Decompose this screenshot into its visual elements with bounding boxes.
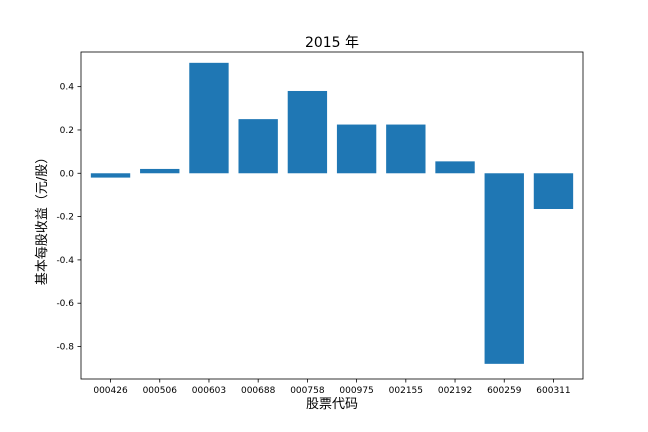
chart-title: 2015 年 bbox=[305, 35, 359, 51]
x-tick-label: 000758 bbox=[290, 386, 325, 396]
y-tick-label: -0.4 bbox=[56, 256, 74, 266]
y-tick-label: -0.6 bbox=[56, 299, 74, 309]
bar-002155 bbox=[386, 124, 426, 174]
x-tick-label: 002192 bbox=[438, 386, 472, 396]
bar-600259 bbox=[484, 173, 524, 364]
x-tick-label: 000603 bbox=[192, 386, 226, 396]
y-tick-label: 0.0 bbox=[60, 169, 75, 179]
plot-area: -0.8 -0.6 -0.4 -0.2 0.0 0.2 0.4 000426 000506 000… bbox=[56, 51, 584, 396]
y-tick-label: -0.2 bbox=[56, 213, 74, 223]
y-tick-label: 0.4 bbox=[60, 83, 75, 93]
bar-002192 bbox=[435, 161, 475, 174]
axes-frame bbox=[80, 51, 584, 380]
bar-000506 bbox=[140, 168, 180, 174]
x-axis-label: 股票代码 bbox=[306, 397, 358, 412]
x-tick-label: 000688 bbox=[241, 386, 276, 396]
bar-000758 bbox=[287, 90, 328, 174]
bar-000688 bbox=[238, 119, 278, 174]
x-tick-label: 600311 bbox=[536, 386, 570, 396]
bar-000426 bbox=[90, 173, 131, 178]
bar-000975 bbox=[336, 124, 377, 174]
bar-600311 bbox=[533, 173, 574, 209]
x-tick-label: 600259 bbox=[487, 386, 522, 396]
y-tick-label: -0.8 bbox=[56, 343, 74, 353]
x-tick-label: 002155 bbox=[389, 386, 423, 396]
x-tick-label: 000426 bbox=[93, 386, 128, 396]
bar-000603 bbox=[189, 62, 229, 174]
y-tick-label: 0.2 bbox=[60, 126, 74, 136]
x-tick-label: 000506 bbox=[143, 386, 178, 396]
y-axis-label: 基本每股收益（元/股） bbox=[34, 151, 50, 285]
x-tick-label: 000975 bbox=[339, 386, 373, 396]
